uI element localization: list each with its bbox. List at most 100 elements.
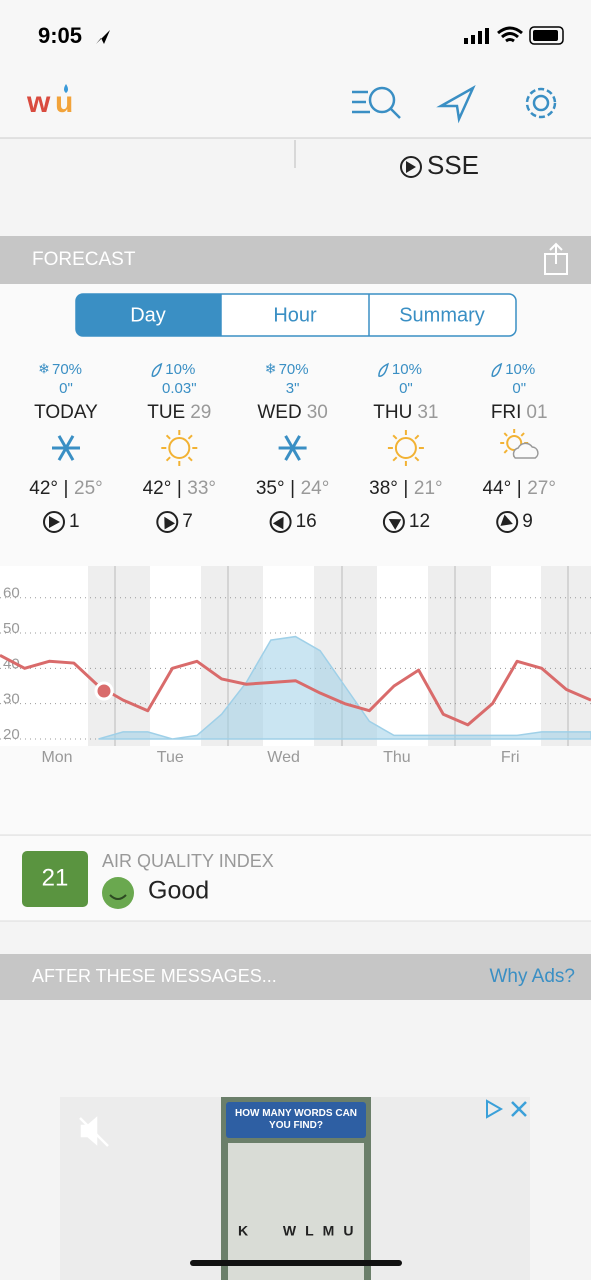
home-indicator <box>190 1260 402 1266</box>
temp-high: 35° <box>256 478 285 499</box>
tab[interactable]: Hour <box>273 304 317 326</box>
precip-icon <box>151 362 163 377</box>
precip-amount: 0" <box>512 380 526 397</box>
day-column[interactable]: 10% 0" THU 31 38° | 21° 12 <box>369 361 443 533</box>
precip-amount: 3" <box>286 380 300 397</box>
night-band <box>428 566 491 746</box>
aqi-section[interactable] <box>0 836 591 921</box>
precip-icon: ❄ <box>38 361 50 377</box>
day-column[interactable]: 10% 0.03" TUE 29 42° | 33° 7 <box>143 361 216 533</box>
ad-headline: HOW MANY WORDS CAN YOU FIND? <box>234 1108 358 1131</box>
precip-chance: 70% <box>52 361 82 378</box>
ad-headline-wrap: HOW MANY WORDS CAN YOU FIND? <box>234 1108 358 1131</box>
sun-ray <box>187 456 193 462</box>
y-tick-label: 60 <box>3 585 20 602</box>
day-label-group: TUE 29 <box>147 402 211 423</box>
weather-icon <box>161 430 198 466</box>
forecast-title: FORECAST <box>32 249 136 270</box>
locate-button[interactable] <box>436 85 476 124</box>
wind-icon <box>382 511 405 533</box>
temp-low: 25° <box>74 478 103 499</box>
day-label-group: FRI 01 <box>491 402 548 423</box>
wind-arrow <box>388 518 402 530</box>
now-marker <box>94 681 114 701</box>
aqi-value: 21 <box>42 864 69 891</box>
day-label-group: THU 31 <box>373 402 438 423</box>
flake-arm <box>57 435 75 461</box>
x-tick-label: Mon <box>41 749 72 766</box>
y-tick-label: 30 <box>3 691 20 708</box>
day-label: WED <box>257 402 301 423</box>
day-column[interactable]: ❄ 70% 0" TODAY 42° | 25° 1 <box>29 361 103 533</box>
weather-icon <box>52 435 80 461</box>
ad-board <box>228 1143 364 1280</box>
aqi-badge <box>22 851 88 907</box>
sun-disc <box>168 437 191 459</box>
day-column[interactable]: 10% 0" FRI 01 44° | 27° 9 <box>482 361 556 533</box>
sun-ray <box>165 456 171 462</box>
aqi-rating: Good <box>148 877 209 905</box>
why-ads-link[interactable]: Why Ads? <box>489 966 575 987</box>
adchoices[interactable] <box>486 1099 504 1119</box>
wind-icon <box>43 511 65 533</box>
app-header <box>0 70 591 138</box>
tab[interactable]: Summary <box>399 304 485 326</box>
wind-icon <box>269 511 292 533</box>
forecast-header <box>0 236 591 284</box>
sun-ray <box>187 434 193 440</box>
night-band <box>88 566 150 746</box>
precip-chance: 10% <box>505 361 535 378</box>
share-button[interactable] <box>544 242 568 275</box>
precip-amount: 0" <box>59 380 73 397</box>
tab-selected <box>76 294 221 336</box>
day-date: 01 <box>526 402 547 423</box>
time: 9:05 <box>38 23 82 48</box>
wind-icon <box>400 156 422 178</box>
sun-disc <box>394 437 417 459</box>
wind-icon <box>496 511 519 533</box>
weather-icon <box>387 430 424 466</box>
day-date: 31 <box>417 402 438 423</box>
battery <box>529 26 564 45</box>
temp-low: 33° <box>187 478 216 499</box>
weather-icon <box>278 435 307 461</box>
precip-icon: ❄ <box>265 361 277 377</box>
ad-letters: K WLMU <box>238 1223 362 1239</box>
ads-title: AFTER THESE MESSAGES... <box>32 966 277 986</box>
y-tick-label: 50 <box>3 620 20 637</box>
x-tick-label: Wed <box>267 749 300 766</box>
day-label: THU <box>373 402 412 423</box>
day-label-group: TODAY <box>34 402 98 423</box>
sun-ray <box>503 449 508 454</box>
day-label-group: WED 30 <box>257 402 327 423</box>
svg-text:u: u <box>55 86 73 119</box>
precip-icon <box>491 362 503 377</box>
sun-ray <box>414 434 420 440</box>
temp-sep: | <box>177 478 182 499</box>
wind-speed: 7 <box>182 511 193 532</box>
mute-icon[interactable] <box>79 1116 109 1147</box>
tab[interactable]: Day <box>130 304 166 326</box>
temp-sep: | <box>64 478 69 499</box>
x-tick-label: Thu <box>383 749 411 766</box>
day-column[interactable]: ❄ 70% 3" WED 30 35° | 24° 16 <box>256 361 329 533</box>
ad-close[interactable] <box>511 1101 527 1117</box>
sun-ray <box>503 432 508 437</box>
temp-low: 21° <box>414 478 443 499</box>
temp-high: 38° <box>369 478 398 499</box>
wind-icon <box>156 511 179 533</box>
sun-ray <box>165 434 171 440</box>
chart-footer <box>0 746 591 835</box>
settings-button[interactable] <box>525 87 557 119</box>
precip-amount: 0" <box>399 380 413 397</box>
search-button[interactable] <box>352 86 401 119</box>
precip-chance: 70% <box>279 361 309 378</box>
temp-sep: | <box>290 478 295 499</box>
cloud <box>512 442 539 459</box>
y-tick-label: 20 <box>3 726 20 743</box>
wifi <box>497 26 523 43</box>
temp-sep: | <box>517 478 522 499</box>
wind-arrow <box>500 514 513 526</box>
